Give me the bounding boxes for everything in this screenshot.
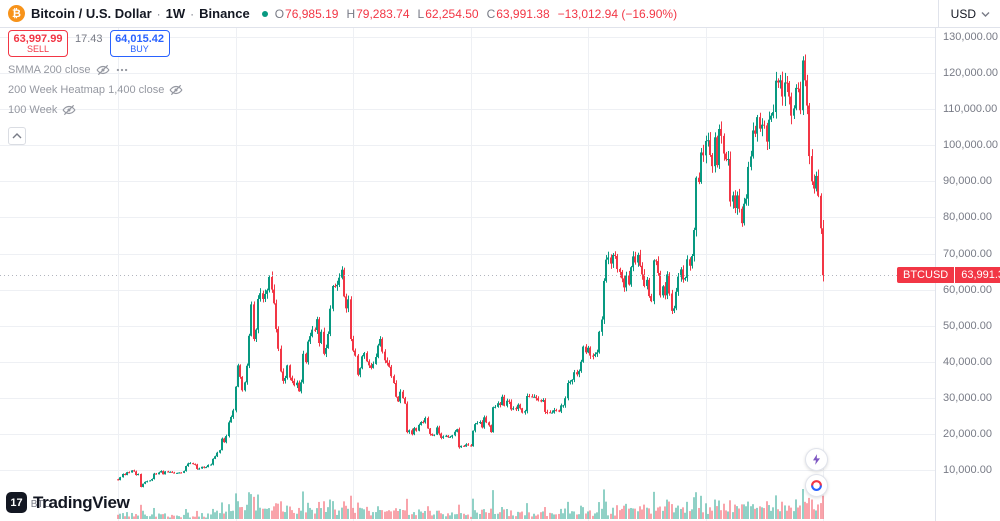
tradingview-watermark[interactable]: 17 TradingView	[6, 492, 130, 513]
eye-off-icon[interactable]	[96, 63, 110, 77]
sell-label: SELL	[26, 43, 50, 54]
close-label: C	[486, 6, 496, 21]
candlestick-chart[interactable]	[0, 28, 935, 521]
price-axis-tick: 80,000.00	[943, 211, 992, 224]
open-label: O	[274, 6, 285, 21]
exchange-label[interactable]: Binance	[199, 6, 250, 21]
indicator-row-100week[interactable]: 100 Week	[8, 102, 183, 117]
close-value: 63,991.38	[496, 6, 550, 21]
chevron-up-icon	[12, 133, 22, 139]
price-axis-tick: 110,000.00	[943, 103, 998, 116]
indicator-label: 100 Week	[8, 103, 58, 116]
change-value: −13,012.94 (−16.90%)	[557, 6, 678, 21]
indicator-label: 200 Week Heatmap 1,400 close	[8, 83, 165, 96]
boost-button[interactable]	[805, 448, 828, 471]
currency-label: USD	[950, 6, 976, 21]
badge-symbol: BTCUSD	[897, 267, 955, 283]
sentiment-donut-icon	[811, 480, 822, 491]
price-axis-tick: 50,000.00	[943, 319, 992, 332]
buy-price: 64,015.42	[115, 32, 164, 45]
indicator-row-smma[interactable]: SMMA 200 close	[8, 62, 183, 77]
indicator-label: SMMA 200 close	[8, 63, 91, 76]
eye-off-icon[interactable]	[169, 83, 183, 97]
price-axis-tick: 100,000.00	[943, 139, 999, 152]
price-axis-tick: 40,000.00	[943, 355, 992, 368]
price-axis-tick: 130,000.00	[943, 31, 999, 43]
more-options-icon[interactable]	[115, 63, 129, 77]
market-status-dot	[261, 10, 268, 17]
sentiment-button[interactable]	[805, 474, 828, 497]
price-axis-tick: 60,000.00	[943, 283, 992, 296]
high-label: H	[346, 6, 356, 21]
price-axis-tick: 20,000.00	[943, 427, 992, 440]
current-price-badge: BTCUSD 63,991.38	[897, 267, 1000, 283]
spread-value: 17.43	[75, 33, 103, 45]
bitcoin-logo-icon: ₿	[8, 5, 25, 22]
interval-button[interactable]: 1W	[165, 6, 186, 21]
symbol-button[interactable]: Bitcoin / U.S. Dollar	[31, 6, 152, 21]
top-toolbar: ₿ Bitcoin / U.S. Dollar · 1W · Binance O…	[0, 0, 1000, 28]
indicator-row-heatmap[interactable]: 200 Week Heatmap 1,400 close	[8, 82, 183, 97]
badge-price: 63,991.38	[955, 267, 1000, 283]
chevron-down-icon	[981, 11, 990, 17]
price-axis-tick: 70,000.00	[943, 247, 992, 260]
sell-button[interactable]: 63,997.99 SELL	[8, 30, 68, 57]
chart-legend: 63,997.99 SELL 17.43 64,015.42 BUY SMMA …	[8, 30, 183, 145]
price-axis-tick: 10,000.00	[943, 464, 992, 476]
ohlc-readout: O76,985.19 H79,283.74 L62,254.50 C63,991…	[275, 7, 550, 21]
buy-label: BUY	[130, 43, 149, 54]
tradingview-logo-text: TradingView	[33, 492, 130, 512]
high-value: 79,283.74	[356, 6, 410, 21]
separator: ·	[156, 6, 161, 21]
eye-off-icon[interactable]	[62, 103, 76, 117]
low-label: L	[417, 6, 425, 21]
volume-pane-label: Vol · BTC	[8, 499, 51, 510]
sell-price: 63,997.99	[13, 32, 63, 45]
tradingview-logo-mark: 17	[6, 492, 27, 513]
currency-selector[interactable]: USD	[937, 0, 1000, 28]
boost-lightning-icon	[812, 454, 821, 465]
low-value: 62,254.50	[425, 6, 479, 21]
open-value: 76,985.19	[285, 6, 339, 21]
collapse-legend-button[interactable]	[8, 127, 26, 145]
price-axis-tick: 90,000.00	[943, 175, 992, 188]
price-axis-tick: 120,000.00	[943, 67, 999, 80]
trade-panel: 63,997.99 SELL 17.43 64,015.42 BUY	[8, 30, 183, 57]
price-axis-tick: 30,000.00	[943, 391, 992, 404]
separator: ·	[190, 6, 195, 21]
buy-button[interactable]: 64,015.42 BUY	[109, 30, 170, 57]
floating-buttons	[805, 448, 828, 497]
